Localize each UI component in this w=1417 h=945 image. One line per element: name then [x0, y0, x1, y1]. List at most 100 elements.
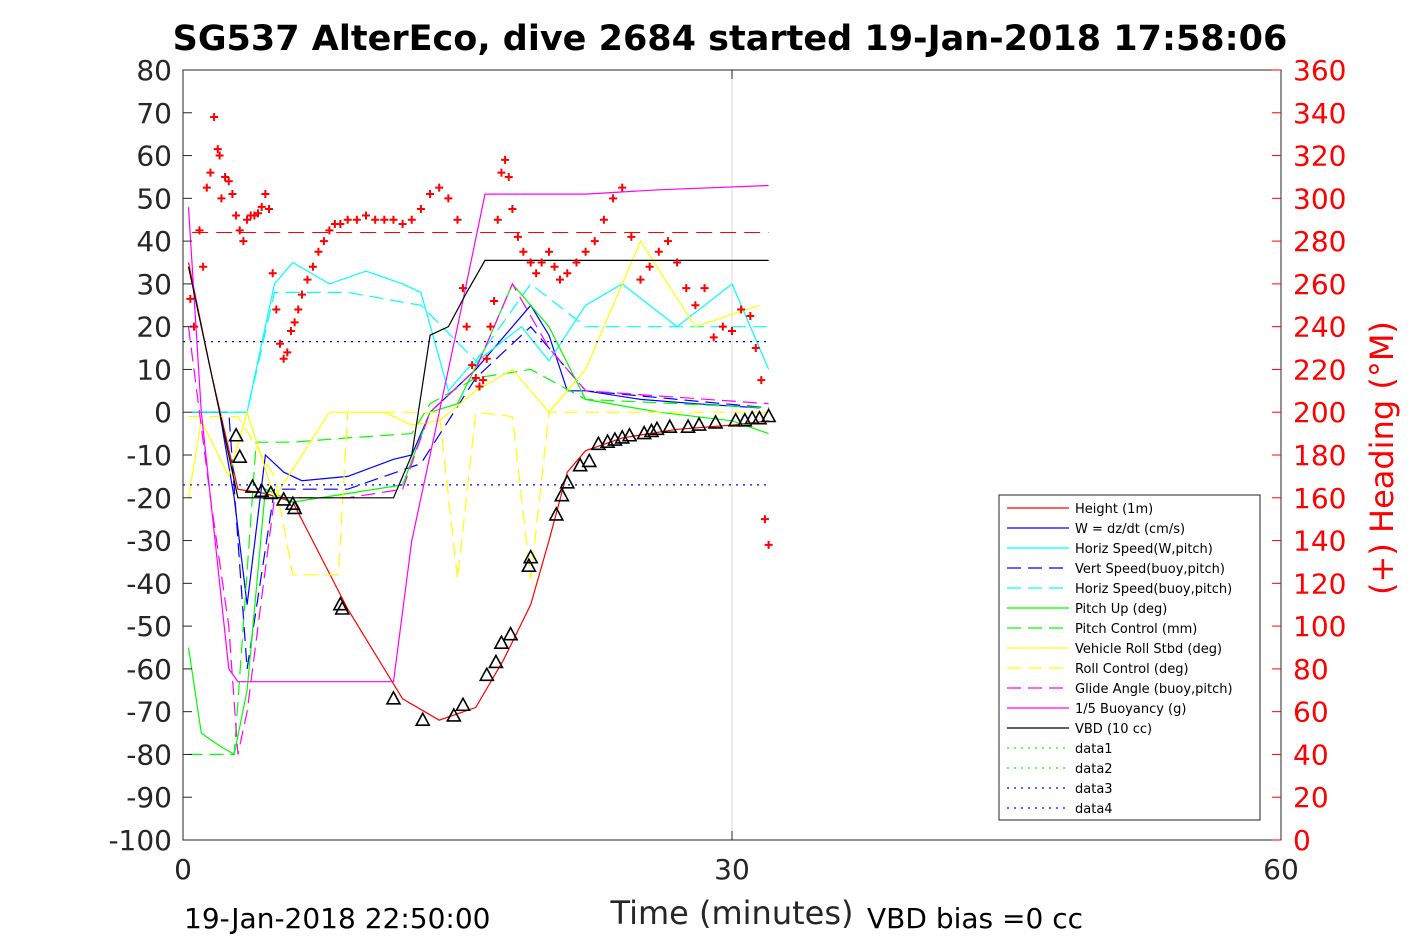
heading-point: [645, 262, 654, 271]
heading-point: [532, 269, 541, 278]
heading-point: [435, 183, 444, 192]
y-tick-label: -40: [126, 567, 172, 600]
heading-point: [757, 376, 766, 385]
y2-tick-label: 300: [1293, 182, 1346, 215]
heading-point: [294, 305, 303, 314]
y-tick-label: -10: [126, 439, 172, 472]
y2-tick-label: 60: [1293, 696, 1329, 729]
y-tick-label: 50: [136, 182, 172, 215]
heading-point: [627, 232, 636, 241]
heading-point: [746, 311, 755, 320]
series-line-horiz-speed-buoy-pitch: [192, 283, 769, 413]
legend-label-vert-speed-buoy-pitch: Vert Speed(buoy,pitch): [1075, 562, 1225, 577]
triangle-point: [455, 696, 471, 712]
heading-point: [254, 209, 263, 218]
heading-point: [636, 275, 645, 284]
triangle-point: [553, 486, 570, 502]
x-tick-label: 60: [1263, 853, 1299, 886]
series-line-pitch-control-mm: [188, 368, 769, 756]
heading-point: [709, 333, 718, 342]
triangle-point: [445, 707, 462, 722]
triangle-point: [244, 478, 261, 493]
triangle-point: [231, 448, 248, 463]
legend-label-horiz-speed-buoy-pitch: Horiz Speed(buoy,pitch): [1075, 582, 1232, 597]
heading-point: [232, 211, 241, 220]
y-tick-label: 40: [136, 225, 172, 258]
series-line-horiz-speed-w-pitch: [192, 261, 770, 413]
heading-point: [718, 322, 727, 331]
y2-tick-label: 240: [1293, 311, 1346, 344]
legend-label-1-5-buoyancy-g: 1/5 Buoyancy (g): [1075, 702, 1186, 717]
triangle-point: [286, 499, 303, 515]
heading-point: [519, 247, 528, 256]
triangle-point: [590, 435, 607, 451]
heading-point: [239, 237, 248, 246]
heading-point: [760, 515, 769, 524]
y2-tick-label: 220: [1293, 353, 1346, 386]
heading-point: [407, 215, 416, 224]
heading-point: [728, 326, 736, 335]
heading-point: [343, 215, 352, 224]
heading-point: [486, 322, 495, 331]
legend-label-data1: data1: [1075, 742, 1113, 757]
heading-point: [261, 190, 270, 199]
legend-items: Height (1m) W = dz/dt (cm/s) Horiz Speed(W…: [1007, 502, 1233, 817]
heading-point: [352, 215, 361, 224]
triangle-point: [621, 427, 638, 442]
footer-timestamp: 19-Jan-2018 22:50:00: [184, 902, 490, 935]
heading-point: [371, 215, 380, 224]
heading-point: [572, 258, 581, 267]
y-tick-label: 10: [136, 353, 172, 386]
legend-label-data3: data3: [1075, 782, 1113, 797]
triangle-point: [727, 412, 744, 427]
plot-clipped-group: [183, 113, 777, 756]
heading-point: [303, 275, 312, 284]
legend-label-pitch-control-mm: Pitch Control (mm): [1075, 622, 1197, 637]
x-axis-label: Time (minutes): [610, 894, 854, 932]
heading-point: [490, 297, 499, 305]
heading-point: [468, 361, 477, 370]
heading-point: [272, 305, 281, 314]
heading-point: [426, 190, 435, 199]
heading-point: [504, 172, 513, 181]
heading-point: [215, 151, 224, 160]
chart-title: SG537 AlterEco, dive 2684 started 19-Jan…: [173, 19, 1288, 59]
heading-point: [416, 205, 425, 214]
triangle-point: [262, 484, 279, 500]
heading-point: [501, 155, 510, 164]
series-line-vbd-10-cc: [187, 259, 769, 499]
triangle-point: [661, 418, 678, 433]
triangle-point: [559, 474, 576, 489]
y2-tick-label: 40: [1293, 738, 1329, 771]
heading-point: [479, 376, 488, 385]
triangle-point: [488, 653, 504, 669]
heading-point: [283, 348, 292, 357]
y2-tick-label: 120: [1293, 567, 1346, 600]
heading-point: [563, 269, 572, 278]
y2-axis-label: (+) Heading (°M): [1363, 321, 1401, 595]
triangle-point: [522, 548, 539, 564]
y2-tick-label: 200: [1293, 396, 1346, 429]
triangle-point: [228, 427, 244, 442]
heading-point: [268, 269, 277, 278]
y2-tick-label: 260: [1293, 268, 1346, 301]
heading-point: [537, 258, 546, 267]
heading-point: [199, 262, 208, 271]
heading-point: [673, 258, 682, 267]
x-tick-label: 30: [714, 853, 750, 886]
heading-point: [751, 344, 760, 353]
heading-point: [691, 301, 700, 310]
heading-point: [581, 247, 590, 256]
heading-point: [213, 145, 222, 154]
heading-point: [682, 284, 691, 293]
triangle-point: [691, 416, 707, 431]
y2-tick-label: 20: [1293, 781, 1329, 814]
heading-point: [590, 237, 599, 246]
y-tick-label: -80: [126, 738, 172, 771]
heading-point: [462, 322, 471, 331]
legend-label-pitch-up-deg: Pitch Up (deg): [1075, 602, 1167, 617]
triangle-point: [334, 600, 351, 615]
y2-tick-label: 320: [1293, 140, 1346, 173]
